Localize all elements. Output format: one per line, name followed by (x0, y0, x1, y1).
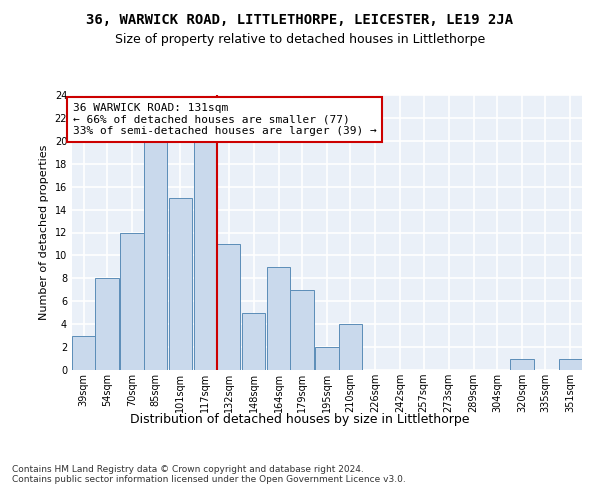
Bar (316, 347, 338, 370)
Bar (290, 290, 314, 370)
Bar (242, 312, 265, 370)
Text: Size of property relative to detached houses in Littlethorpe: Size of property relative to detached ho… (115, 32, 485, 46)
Text: 36, WARWICK ROAD, LITTLETHORPE, LEICESTER, LE19 2JA: 36, WARWICK ROAD, LITTLETHORPE, LEICESTE… (86, 12, 514, 26)
Bar (169, 198, 192, 370)
Bar (267, 267, 290, 370)
Bar (95, 278, 119, 370)
Bar (217, 244, 241, 370)
Bar (144, 141, 167, 370)
Bar (194, 141, 217, 370)
Bar (338, 324, 362, 370)
Bar (510, 358, 533, 370)
Text: 36 WARWICK ROAD: 131sqm
← 66% of detached houses are smaller (77)
33% of semi-de: 36 WARWICK ROAD: 131sqm ← 66% of detache… (73, 103, 377, 136)
Text: Distribution of detached houses by size in Littlethorpe: Distribution of detached houses by size … (130, 412, 470, 426)
Bar (559, 358, 582, 370)
Bar (121, 232, 144, 370)
Text: Contains HM Land Registry data © Crown copyright and database right 2024.
Contai: Contains HM Land Registry data © Crown c… (12, 465, 406, 484)
Bar (72, 336, 95, 370)
Y-axis label: Number of detached properties: Number of detached properties (39, 145, 49, 320)
